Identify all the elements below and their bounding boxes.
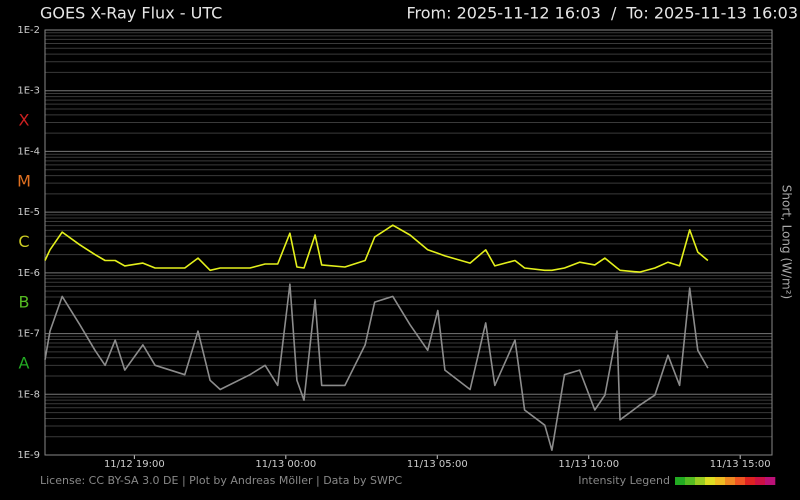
intensity-swatch (735, 477, 746, 485)
flare-class-label: A (19, 353, 30, 372)
intensity-swatch (745, 477, 756, 485)
y-tick-label: 1E-2 (17, 25, 40, 36)
intensity-swatch (725, 477, 736, 485)
chart-title: GOES X-Ray Flux - UTC (40, 4, 222, 23)
footer: License: CC BY-SA 3.0 DE | Plot by Andre… (40, 474, 402, 487)
y-tick-label: 1E-4 (17, 146, 40, 157)
y-tick-label: 1E-8 (17, 389, 40, 400)
y-tick-label: 1E-9 (17, 450, 40, 461)
flare-class-label: C (18, 232, 29, 251)
x-tick-label: 11/13 10:00 (558, 459, 619, 470)
flare-class-label: B (19, 293, 30, 312)
x-tick-label: 11/13 15:00 (710, 459, 771, 470)
intensity-swatch (695, 477, 706, 485)
y-axis-label: Short, Long (W/m²) (780, 185, 794, 299)
series-line (44, 224, 709, 273)
intensity-swatch (685, 477, 696, 485)
intensity-swatch (715, 477, 726, 485)
flare-class-label: X (19, 111, 30, 130)
y-tick-label: 1E-7 (17, 329, 40, 340)
y-tick-label: 1E-3 (17, 86, 40, 97)
intensity-swatch (755, 477, 766, 485)
intensity-swatch (765, 477, 776, 485)
x-tick-label: 11/13 00:00 (255, 459, 316, 470)
y-tick-label: 1E-5 (17, 207, 40, 218)
intensity-swatch (705, 477, 716, 485)
series-line (44, 283, 709, 451)
intensity-swatch (675, 477, 686, 485)
chart-subtitle: From: 2025-11-12 16:03 / To: 2025-11-13 … (406, 4, 798, 23)
intensity-legend-label: Intensity Legend (578, 474, 670, 487)
x-tick-label: 11/13 05:00 (407, 459, 468, 470)
flare-class-label: M (17, 171, 31, 190)
plot-frame (44, 29, 773, 456)
y-tick-label: 1E-6 (17, 268, 40, 279)
x-tick-label: 11/12 19:00 (104, 459, 165, 470)
